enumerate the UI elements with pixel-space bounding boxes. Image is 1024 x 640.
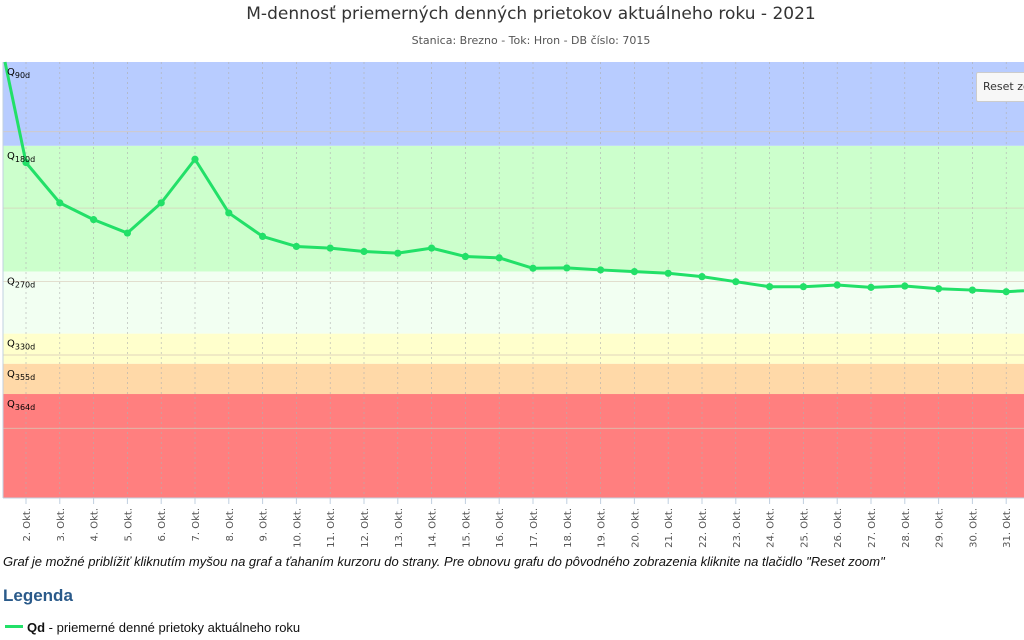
- data-point[interactable]: [833, 281, 841, 289]
- x-tick-label: 11. Okt.: [326, 508, 337, 548]
- data-point[interactable]: [157, 199, 165, 207]
- data-point[interactable]: [56, 199, 64, 207]
- series-qd: [3, 61, 1024, 296]
- data-point[interactable]: [22, 159, 30, 167]
- x-tick-label: 7. Okt.: [191, 508, 202, 541]
- x-tick-label: 5. Okt.: [123, 508, 134, 541]
- x-tick-label: 22. Okt.: [698, 508, 709, 548]
- x-axis: 2. Okt. 3. Okt. 4. Okt. 5. Okt. 6. Okt. 7. Ok…: [2, 62, 1024, 548]
- x-tick-label: 6. Okt.: [157, 508, 168, 541]
- data-point[interactable]: [123, 229, 131, 237]
- x-tick-label: 20. Okt.: [630, 508, 641, 548]
- band-270d: [3, 271, 1024, 334]
- legend-series-key: Qd: [27, 620, 46, 635]
- legend-series-description: - priemerné denné prietoky aktuálneho ro…: [45, 620, 301, 635]
- data-point[interactable]: [394, 249, 402, 257]
- data-point[interactable]: [90, 216, 98, 224]
- band-label-364d: Q364d: [7, 399, 35, 412]
- chart-title: M-dennosť priemerných denných prietokov …: [246, 4, 816, 24]
- x-tick-label: 13. Okt.: [394, 508, 405, 548]
- x-tick-label: 15. Okt.: [461, 508, 472, 548]
- data-point[interactable]: [461, 252, 469, 261]
- data-point[interactable]: [935, 285, 943, 293]
- chart-subtitle: Stanica: Brezno - Tok: Hron - DB číslo: …: [411, 34, 651, 47]
- x-tick-label: 24. Okt.: [766, 508, 777, 548]
- band-330d: [3, 333, 1024, 364]
- data-point[interactable]: [1002, 288, 1010, 296]
- x-tick-label: 17. Okt.: [529, 508, 540, 548]
- x-tick-label: 3. Okt.: [56, 508, 67, 541]
- band-label-270d: Q270d: [7, 277, 35, 290]
- data-point[interactable]: [428, 244, 436, 252]
- data-point[interactable]: [968, 286, 977, 294]
- band-364d: [3, 394, 1024, 498]
- band-355d: [3, 363, 1024, 395]
- data-point[interactable]: [225, 209, 233, 217]
- x-tick-label: 18. Okt.: [563, 508, 574, 548]
- legend-item-qd: Qd - priemerné denné prietoky aktuálneho…: [5, 620, 300, 635]
- data-point[interactable]: [529, 264, 537, 272]
- x-tick-label: 4. Okt.: [90, 508, 101, 541]
- x-tick-label: 16. Okt.: [495, 508, 506, 548]
- x-tick-label: 28. Okt.: [901, 508, 912, 548]
- band-label-90d: Q90d: [7, 67, 30, 80]
- x-tick-label: 27. Okt.: [867, 508, 878, 548]
- series-line-qd: [3, 61, 1024, 294]
- data-point[interactable]: [766, 283, 774, 291]
- band-180d: [3, 145, 1024, 272]
- x-tick-label: 31. Okt.: [1002, 508, 1013, 548]
- data-point[interactable]: [292, 242, 300, 251]
- data-point[interactable]: [867, 283, 875, 291]
- threshold-labels: Q90d Q180d Q270d Q330d Q355d Q364d: [7, 67, 35, 412]
- x-tick-label: 26. Okt.: [833, 508, 844, 548]
- data-point[interactable]: [495, 254, 503, 262]
- band-label-330d: Q330d: [7, 339, 35, 352]
- data-point[interactable]: [360, 247, 368, 256]
- data-point[interactable]: [799, 283, 808, 291]
- x-tick-label: 12. Okt.: [360, 508, 371, 548]
- data-point[interactable]: [901, 282, 909, 290]
- band-label-355d: Q355d: [7, 369, 35, 382]
- x-tick-label: 2. Okt.: [22, 508, 33, 541]
- x-tick-label: 25. Okt.: [799, 508, 810, 548]
- data-point[interactable]: [630, 268, 639, 276]
- zoom-hint-text: Graf je možné priblížiť kliknutím myšou …: [3, 554, 885, 569]
- x-tick-label: 10. Okt.: [292, 508, 303, 548]
- x-tick-label: 8. Okt.: [225, 508, 236, 541]
- x-tick-label: 21. Okt.: [664, 508, 675, 548]
- data-point[interactable]: [597, 266, 605, 274]
- data-point[interactable]: [732, 278, 740, 286]
- data-point[interactable]: [563, 264, 571, 272]
- reset-zoom-button[interactable]: Reset zoom: [976, 72, 1024, 102]
- x-tick-label: 19. Okt.: [597, 508, 608, 548]
- data-point[interactable]: [191, 155, 199, 163]
- data-point[interactable]: [664, 269, 672, 277]
- chart-plot[interactable]: 2. Okt. 3. Okt. 4. Okt. 5. Okt. 6. Okt. 7. Ok…: [0, 0, 1024, 552]
- x-tick-label: 23. Okt.: [732, 508, 743, 548]
- data-point[interactable]: [698, 273, 706, 281]
- x-tick-label: 14. Okt.: [428, 508, 439, 548]
- grid-lines: [3, 62, 1024, 498]
- x-tick-label: 30. Okt.: [968, 508, 979, 548]
- legend-line-swatch: [5, 625, 23, 629]
- data-point[interactable]: [326, 244, 334, 252]
- x-tick-label: 9. Okt.: [259, 508, 270, 541]
- legend-heading: Legenda: [3, 586, 73, 605]
- band-label-180d: Q180d: [7, 151, 35, 164]
- data-point[interactable]: [259, 232, 267, 240]
- x-tick-label: 29. Okt.: [935, 508, 946, 548]
